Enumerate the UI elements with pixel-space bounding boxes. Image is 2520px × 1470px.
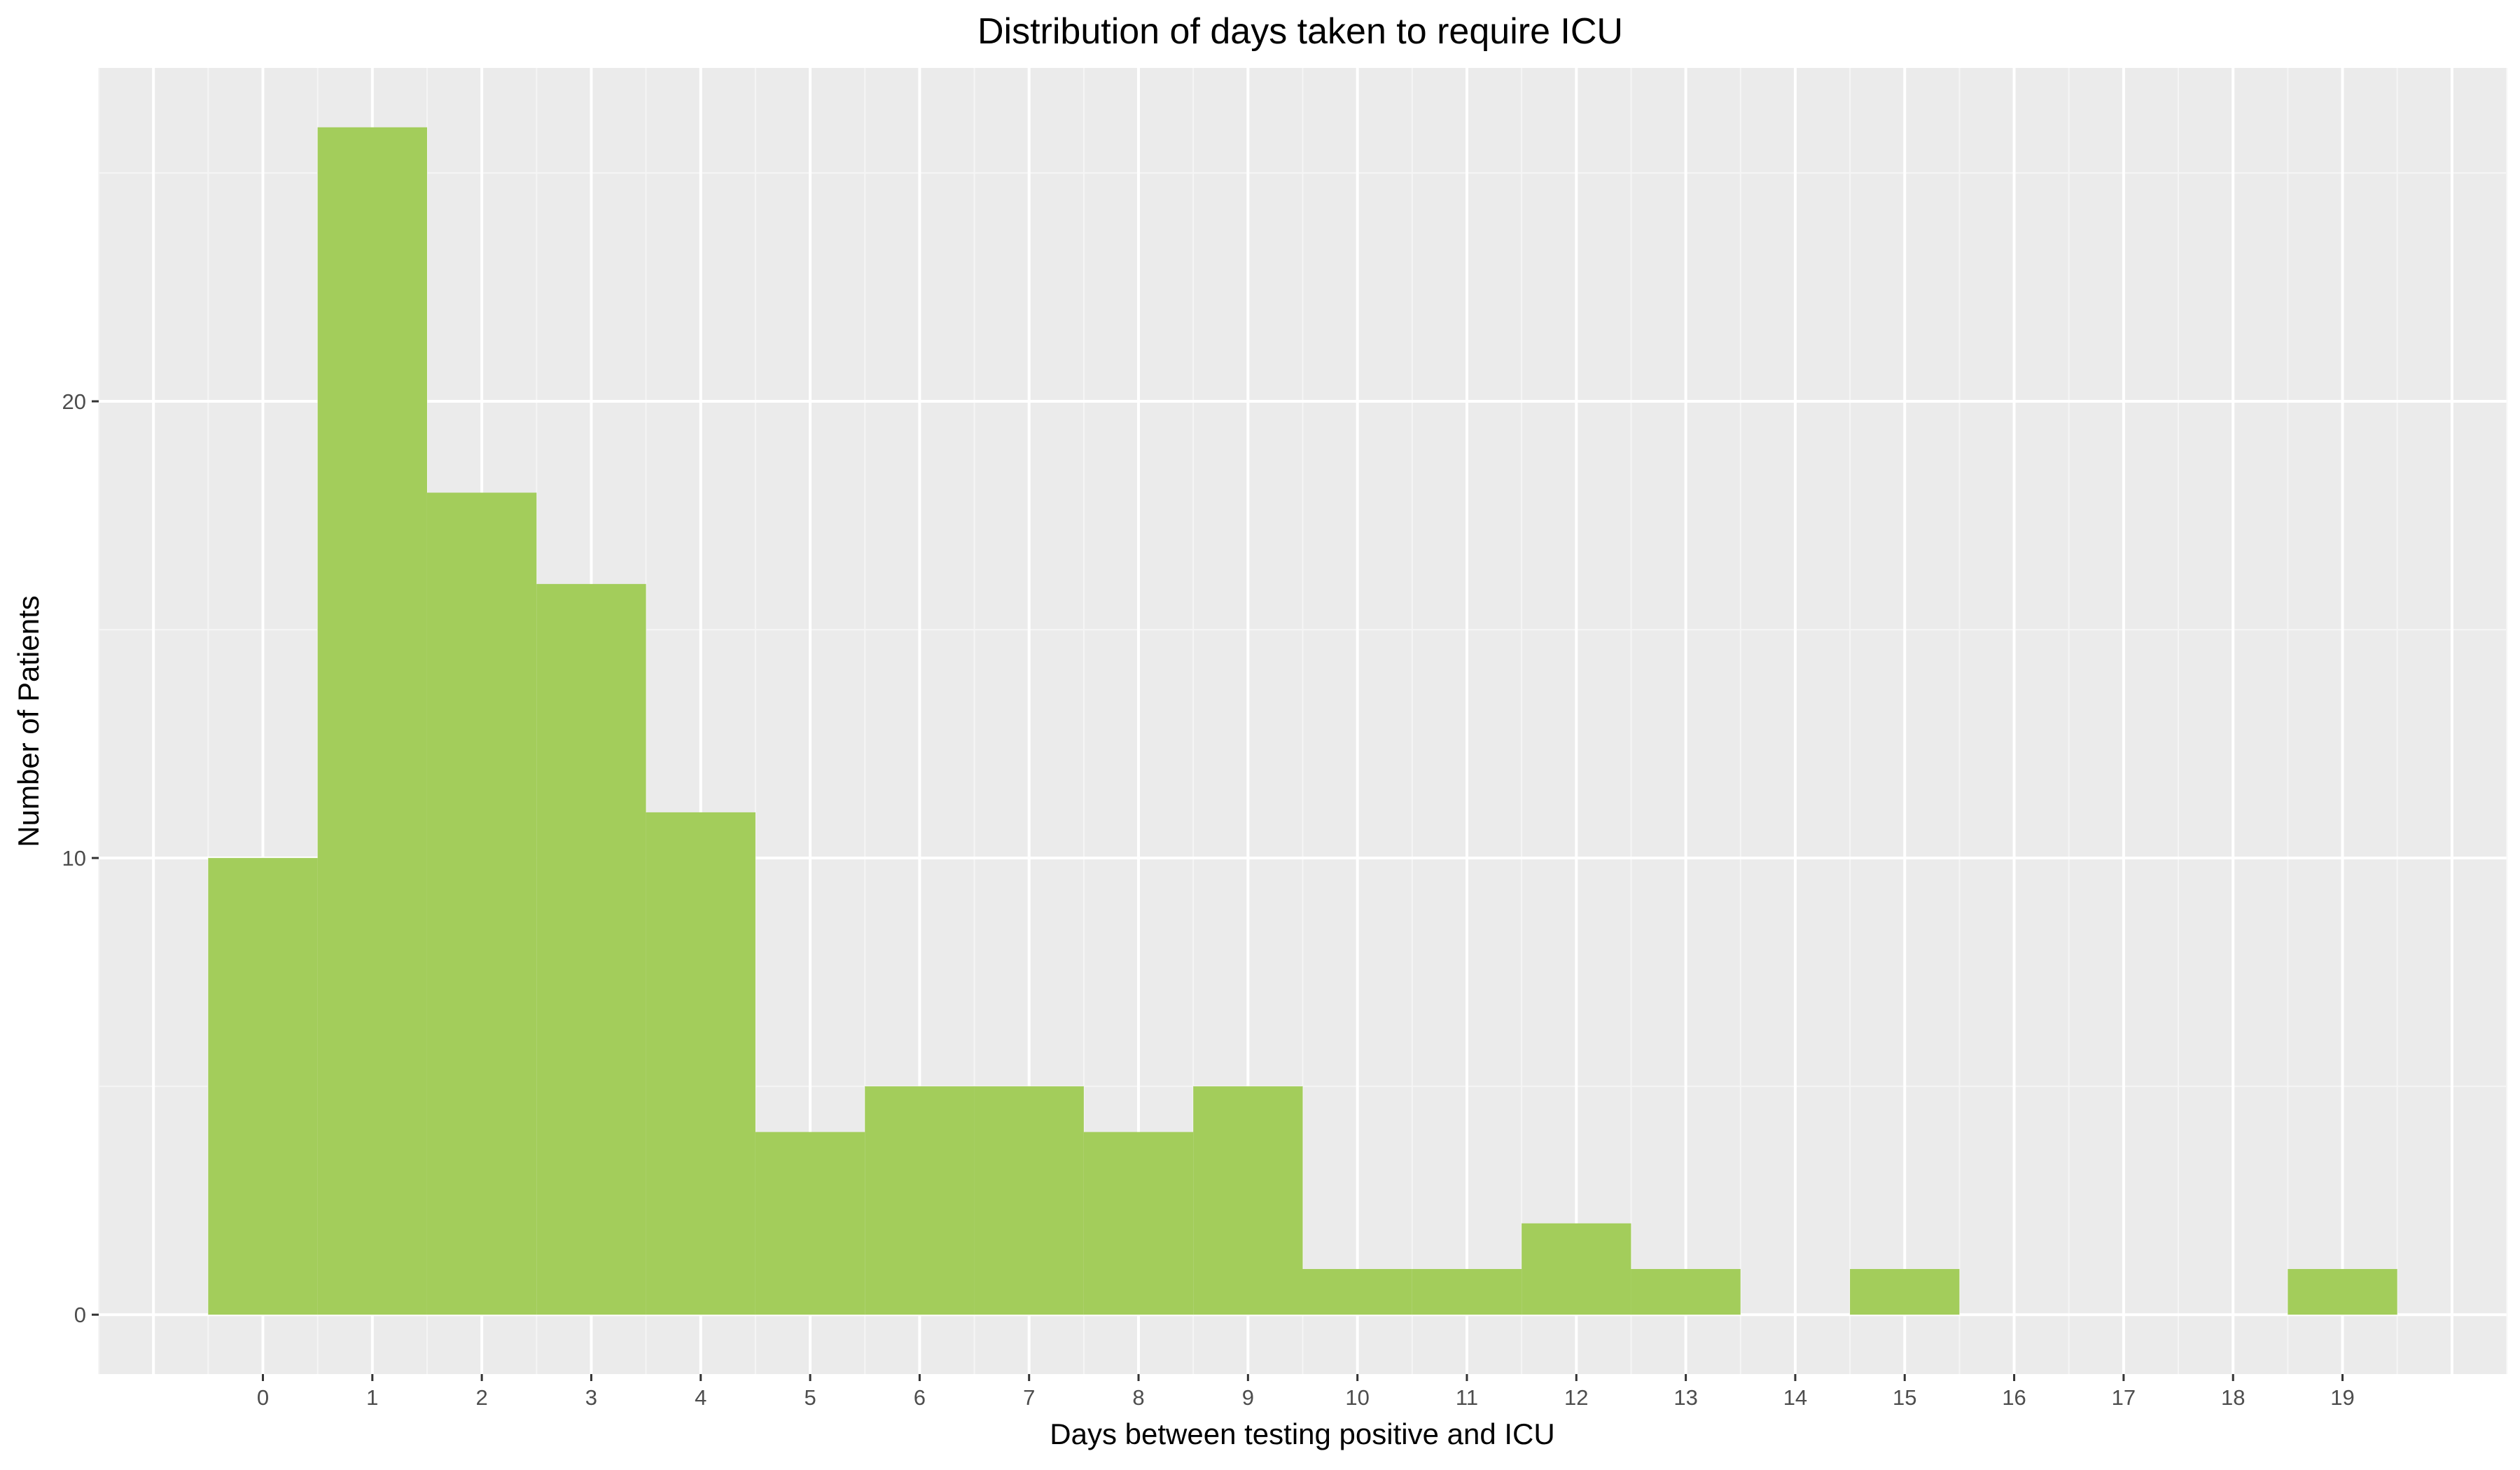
x-tick-label: 1: [366, 1385, 378, 1410]
x-tick-label: 2: [475, 1385, 487, 1410]
histogram-bar-7: [974, 1086, 1084, 1315]
x-tick-label: 14: [1783, 1385, 1807, 1410]
histogram-bar-11: [1412, 1269, 1522, 1315]
histogram-bar-1: [317, 127, 427, 1315]
histogram-bars: [208, 127, 2397, 1315]
chart-title: Distribution of days taken to require IC…: [977, 11, 1623, 52]
histogram-bar-19: [2288, 1269, 2397, 1315]
x-tick-label: 10: [1345, 1385, 1369, 1410]
x-tick-label: 15: [1893, 1385, 1916, 1410]
y-axis-title: Number of Patients: [12, 595, 45, 847]
x-tick-label: 16: [2002, 1385, 2026, 1410]
x-tick-label: 18: [2221, 1385, 2245, 1410]
x-tick-label: 9: [1242, 1385, 1254, 1410]
x-tick-label: 4: [695, 1385, 706, 1410]
histogram-bar-10: [1302, 1269, 1412, 1315]
x-axis: 0 1 2 3 4 5 6 7 8 9 10 11 12 13 14 15 16 17 18 19: [257, 1374, 2355, 1410]
x-tick-label: 6: [914, 1385, 926, 1410]
histogram-bar-5: [755, 1132, 865, 1315]
histogram-bar-8: [1083, 1132, 1194, 1315]
x-tick-label: 11: [1456, 1385, 1478, 1410]
histogram-bar-0: [208, 858, 318, 1315]
x-tick-label: 7: [1023, 1385, 1035, 1410]
histogram-bar-13: [1631, 1269, 1741, 1315]
x-tick-label: 13: [1673, 1385, 1697, 1410]
x-axis-title: Days between testing positive and ICU: [1050, 1417, 1554, 1450]
x-tick-label: 19: [2330, 1385, 2354, 1410]
y-axis: 0 10 20: [62, 389, 99, 1327]
y-tick-label: 20: [62, 389, 86, 414]
y-tick-label: 0: [74, 1303, 86, 1327]
x-tick-label: 3: [585, 1385, 597, 1410]
histogram-bar-6: [865, 1086, 975, 1315]
x-tick-label: 12: [1564, 1385, 1588, 1410]
x-tick-label: 5: [804, 1385, 816, 1410]
histogram-bar-15: [1850, 1269, 1960, 1315]
histogram-bar-3: [536, 583, 646, 1315]
histogram-bar-9: [1193, 1086, 1303, 1315]
x-tick-label: 0: [257, 1385, 269, 1410]
y-tick-label: 10: [62, 846, 86, 871]
histogram-bar-4: [646, 812, 756, 1315]
histogram-bar-2: [426, 492, 537, 1315]
x-tick-label: 8: [1132, 1385, 1144, 1410]
x-tick-label: 17: [2112, 1385, 2136, 1410]
histogram-bar-12: [1522, 1223, 1631, 1315]
